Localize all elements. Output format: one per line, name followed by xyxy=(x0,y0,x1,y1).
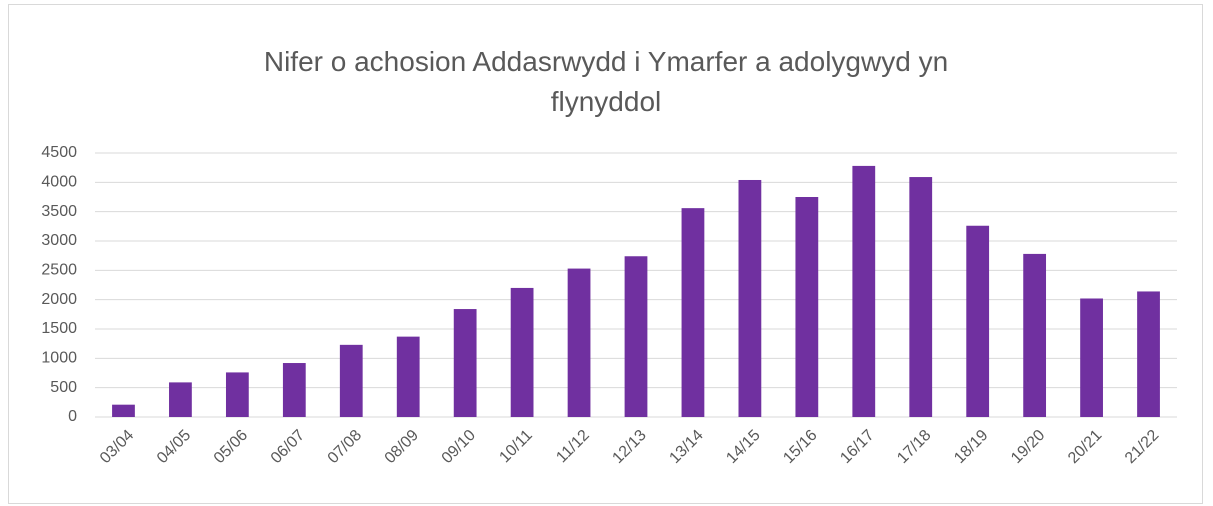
y-tick-label: 1000 xyxy=(41,350,77,367)
bar xyxy=(225,372,249,417)
chart-title: Nifer o achosion Addasrwydd i Ymarfer a … xyxy=(263,46,949,117)
y-tick-label: 4000 xyxy=(41,174,77,191)
x-tick-label: 11/12 xyxy=(553,427,593,467)
x-tick-label: 09/10 xyxy=(439,427,479,467)
y-tick-label: 4500 xyxy=(41,144,77,161)
bar xyxy=(396,336,420,417)
y-tick-label: 2000 xyxy=(41,291,77,308)
x-tick-label: 06/07 xyxy=(268,427,308,467)
x-tick-label: 18/19 xyxy=(951,427,991,467)
x-tick-label: 03/04 xyxy=(97,427,137,467)
bar xyxy=(282,363,306,417)
bar xyxy=(624,256,648,417)
bar xyxy=(966,225,990,417)
x-tick-label: 15/16 xyxy=(780,427,820,467)
x-tick-label: 05/06 xyxy=(211,427,251,467)
bar xyxy=(1080,298,1103,417)
x-tick-label: 13/14 xyxy=(666,427,706,467)
x-tick-label: 07/08 xyxy=(325,427,365,467)
y-tick-label: 2500 xyxy=(41,262,77,279)
bar xyxy=(909,177,933,417)
x-tick-label: 21/22 xyxy=(1122,427,1162,467)
bar xyxy=(567,268,591,417)
x-tick-label: 17/18 xyxy=(894,427,934,467)
y-tick-label: 0 xyxy=(68,408,77,425)
x-tick-label: 10/11 xyxy=(496,427,536,467)
bar xyxy=(510,287,534,417)
bar xyxy=(681,208,705,417)
chart-border xyxy=(8,4,1203,504)
bar xyxy=(453,309,477,417)
bar xyxy=(339,344,363,417)
bar xyxy=(112,404,135,417)
x-tick-label: 19/20 xyxy=(1008,427,1048,467)
x-tick-label: 16/17 xyxy=(837,427,877,467)
bar xyxy=(738,179,762,417)
x-tick-label: 12/13 xyxy=(609,427,649,467)
bar xyxy=(1023,253,1047,417)
y-tick-label: 500 xyxy=(50,379,77,396)
x-tick-label: 04/05 xyxy=(154,427,194,467)
bar xyxy=(852,165,876,417)
x-tick-label: 14/15 xyxy=(723,427,763,467)
bar xyxy=(169,382,192,417)
y-tick-label: 3500 xyxy=(41,203,77,220)
x-tick-label: 20/21 xyxy=(1065,427,1105,467)
y-tick-label: 1500 xyxy=(41,320,77,337)
y-tick-label: 3000 xyxy=(41,232,77,249)
bar xyxy=(795,197,819,417)
bar xyxy=(1137,291,1160,417)
x-tick-label: 08/09 xyxy=(382,427,422,467)
